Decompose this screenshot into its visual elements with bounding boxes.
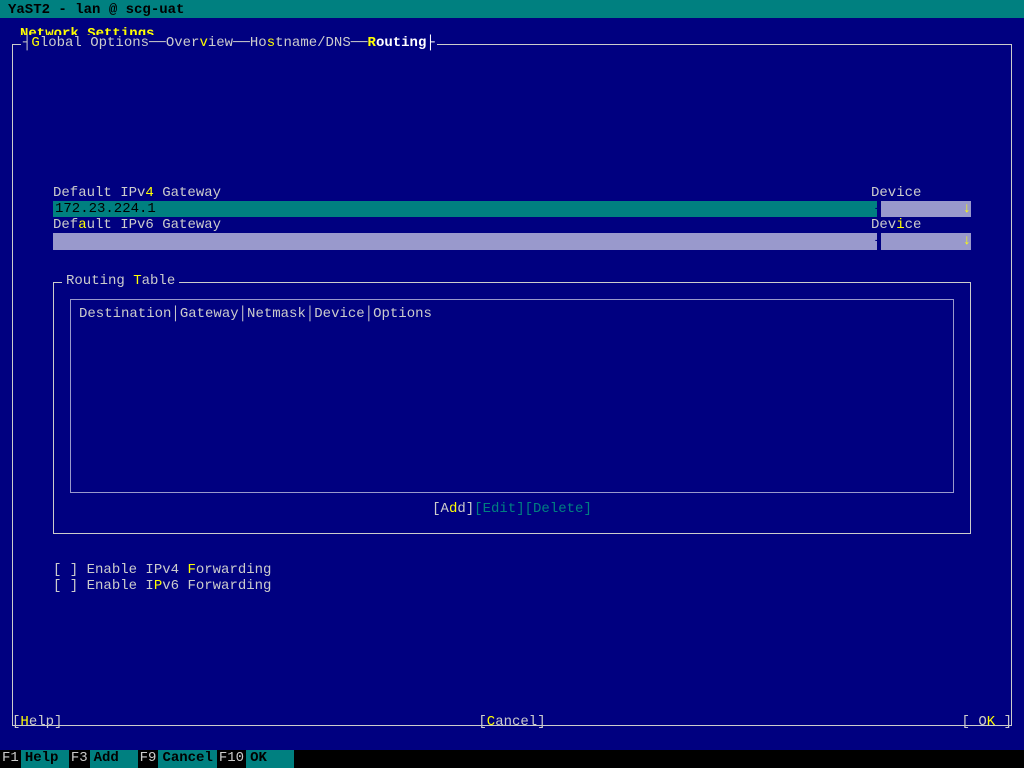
tab-panel: ┤Global Options──Overview──Hostname/DNS─… (12, 44, 1012, 726)
ipv6-device-label: Device (871, 217, 971, 233)
help-button[interactable]: [Help] (12, 714, 62, 730)
chevron-down-icon: ↓ (963, 233, 971, 249)
chevron-down-icon: ↓ (963, 201, 971, 217)
routing-table-title: Routing Table (62, 273, 179, 289)
routing-table-section: Routing Table Destination│Gateway│Netmas… (53, 282, 971, 534)
gateway-section: Default IPv4 Gateway Device 172.23.224.1… (53, 185, 971, 250)
fkey-f10[interactable]: F10 OK (217, 750, 294, 768)
tab-global-options[interactable]: ┤Global Options (23, 35, 149, 51)
edit-button[interactable]: [Edit] (474, 501, 524, 517)
delete-button[interactable]: [Delete] (525, 501, 592, 517)
col-netmask: Netmask (247, 306, 306, 322)
tabs: ┤Global Options──Overview──Hostname/DNS─… (21, 35, 437, 51)
table-header-row: Destination│Gateway│Netmask│Device│Optio… (79, 306, 945, 322)
ipv6-device-select[interactable]: ↓ (881, 233, 971, 250)
col-options: Options (373, 306, 432, 322)
tab-overview[interactable]: Overview (166, 35, 233, 51)
ipv6-input-row: ↓ (53, 233, 971, 250)
routing-content: Default IPv4 Gateway Device 172.23.224.1… (53, 45, 971, 594)
ipv6-label-row: Default IPv6 Gateway Device (53, 217, 971, 233)
ipv4-gateway-input[interactable]: 172.23.224.1 (53, 201, 877, 217)
ok-button[interactable]: [ OK ] (962, 714, 1012, 730)
col-device: Device (314, 306, 364, 322)
ipv4-device-select[interactable]: ↓ (881, 201, 971, 217)
status-bar: F1 Help F3 Add F9 Cancel F10 OK (0, 750, 1024, 768)
title-text: YaST2 - lan @ scg-uat (8, 2, 184, 18)
bottom-buttons: [Help] [Cancel] [ OK ] (12, 714, 1012, 730)
ipv6-gateway-input[interactable] (53, 233, 877, 250)
ipv4-label-row: Default IPv4 Gateway Device (53, 185, 971, 201)
tab-hostname-dns[interactable]: Hostname/DNS (250, 35, 351, 51)
tab-routing[interactable]: Routing├ (368, 35, 435, 51)
add-button[interactable]: [Add] (432, 501, 474, 517)
ipv4-gateway-label: Default IPv4 Gateway (53, 185, 871, 201)
ipv6-forwarding-checkbox[interactable]: [ ] Enable IPv6 Forwarding (53, 578, 971, 594)
title-bar: YaST2 - lan @ scg-uat (0, 0, 1024, 18)
main-area: Network Settings ┤Global Options──Overvi… (0, 18, 1024, 734)
col-destination: Destination (79, 306, 171, 322)
routing-table[interactable]: Destination│Gateway│Netmask│Device│Optio… (70, 299, 954, 493)
table-buttons: [Add][Edit][Delete] (70, 501, 954, 517)
col-gateway: Gateway (180, 306, 239, 322)
ipv6-gateway-label: Default IPv6 Gateway (53, 217, 871, 233)
fkey-f1[interactable]: F1 Help (0, 750, 69, 768)
fkey-f3[interactable]: F3 Add (69, 750, 138, 768)
fkey-f9[interactable]: F9 Cancel (138, 750, 217, 768)
ipv4-forwarding-checkbox[interactable]: [ ] Enable IPv4 Forwarding (53, 562, 971, 578)
ipv4-input-row: 172.23.224.1 ↓ (53, 201, 971, 217)
ipv4-device-label: Device (871, 185, 971, 201)
cancel-button[interactable]: [Cancel] (478, 714, 545, 730)
